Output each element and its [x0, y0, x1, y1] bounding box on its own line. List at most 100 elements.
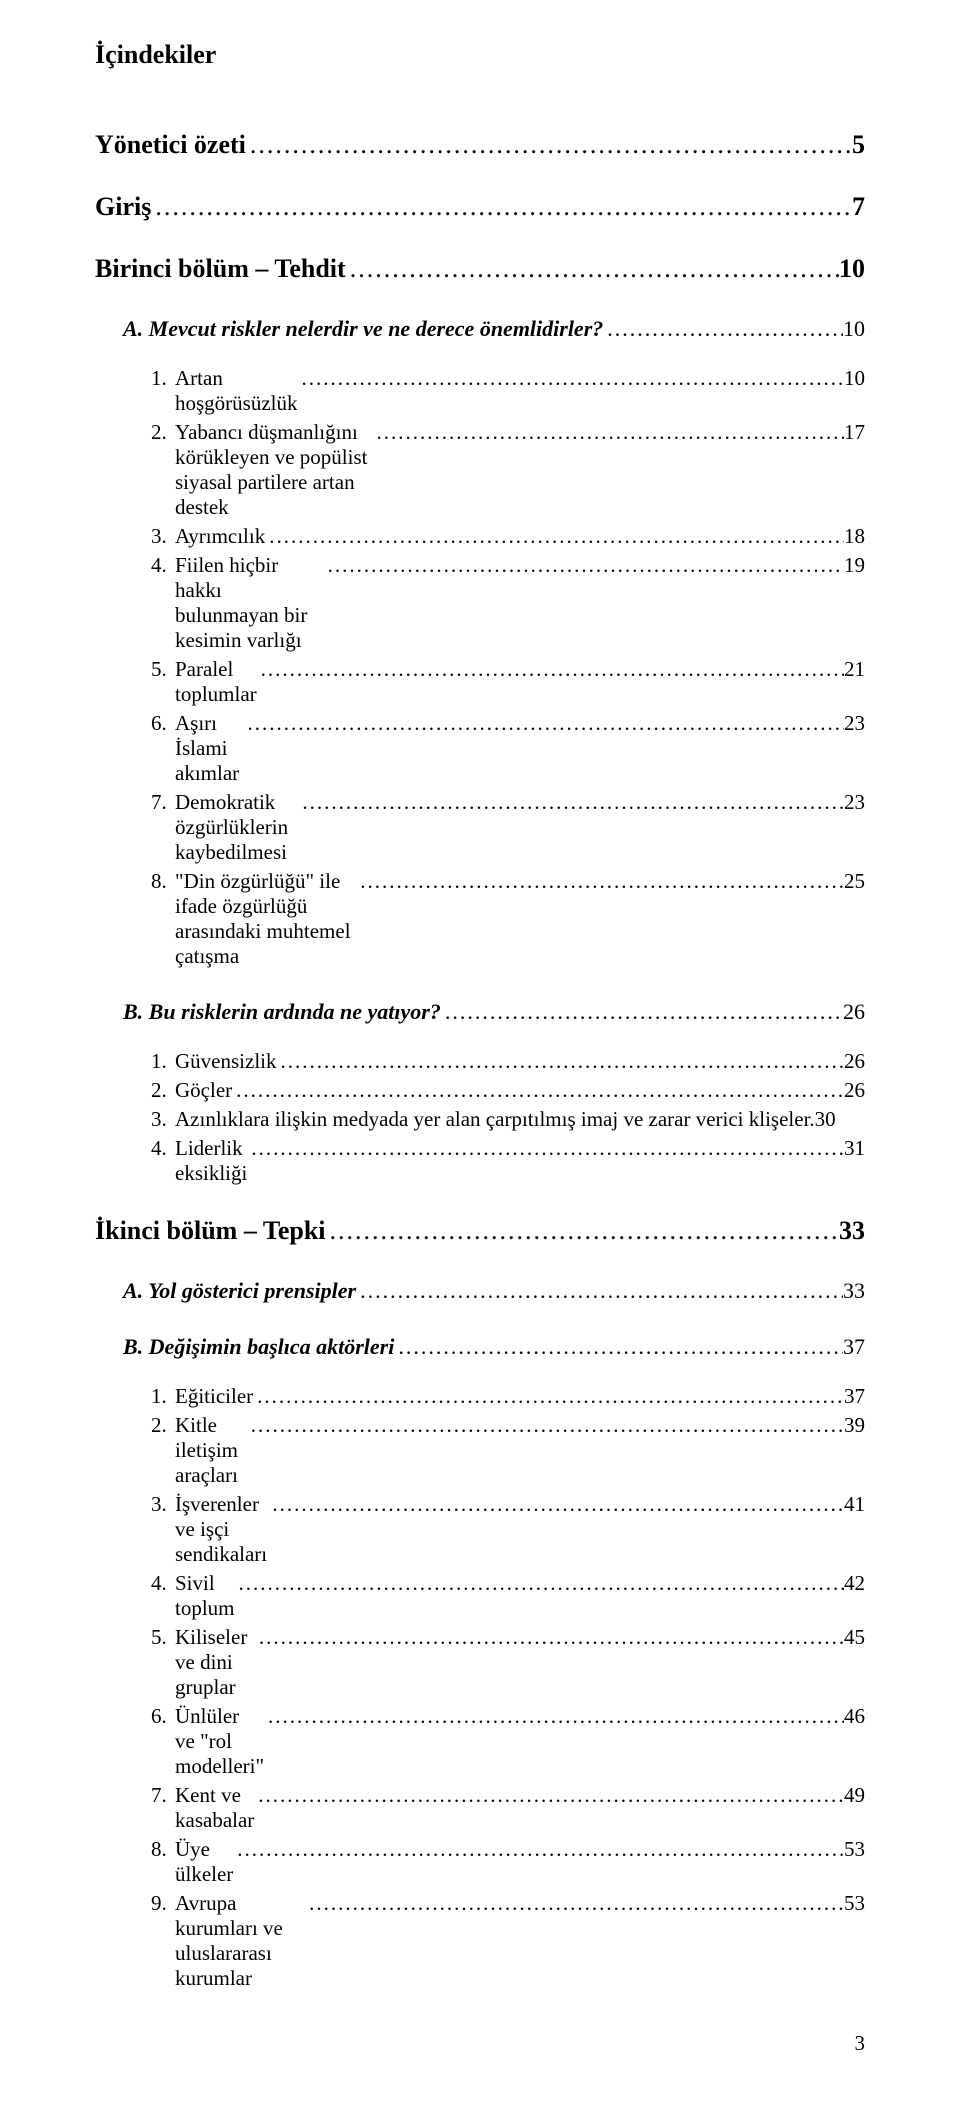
toc-label: Azınlıklara ilişkin medyada yer alan çar…	[175, 1107, 815, 1132]
toc-entry-h2: A. Mevcut riskler nelerdir ve ne derece …	[95, 316, 865, 342]
toc-label: Eğiticiler	[175, 1384, 253, 1409]
toc-item-number: 1.	[151, 1049, 175, 1074]
toc-item-number: 8.	[151, 869, 175, 894]
toc-label: Kent ve kasabalar	[175, 1783, 254, 1833]
toc-item-number: 5.	[151, 657, 175, 682]
toc-page: 53	[844, 1837, 865, 1862]
toc-leader	[232, 1078, 844, 1103]
toc-entry-h1: Birinci bölüm – Tehdit10	[95, 254, 865, 284]
toc-entry-h3: 1. Artan hoşgörüsüzlük 10	[95, 366, 865, 416]
toc-label: Güvensizlik	[175, 1049, 276, 1074]
toc-leader	[394, 1334, 843, 1360]
toc-item-number: 4.	[151, 1136, 175, 1161]
toc-page: 39	[844, 1413, 865, 1438]
toc-entry-h3: 3. Azınlıklara ilişkin medyada yer alan …	[95, 1107, 865, 1132]
toc-leader	[253, 1384, 844, 1409]
toc-label: Birinci bölüm – Tehdit	[95, 254, 346, 284]
toc-entry-h3: 6. Ünlüler ve "rol modelleri" 46	[95, 1704, 865, 1779]
toc-page: 18	[844, 524, 865, 549]
toc-item-number: 3.	[151, 1492, 175, 1517]
toc-label: B. Bu risklerin ardında ne yatıyor?	[123, 999, 441, 1025]
toc-entry-h3: 3. İşverenler ve işçi sendikaları41	[95, 1492, 865, 1567]
toc-entry-h3: 7. Kent ve kasabalar49	[95, 1783, 865, 1833]
toc-item-number: 1.	[151, 366, 175, 391]
table-of-contents: Yönetici özeti5Giriş7Birinci bölüm – Teh…	[95, 130, 865, 1991]
toc-label: Artan hoşgörüsüzlük	[175, 366, 297, 416]
toc-item-number: 9.	[151, 1891, 175, 1916]
toc-label: A. Mevcut riskler nelerdir ve ne derece …	[123, 316, 603, 342]
toc-page: 31	[844, 1136, 865, 1161]
toc-label: Ayrımcılık	[175, 524, 265, 549]
toc-entry-h3: 3. Ayrımcılık 18	[95, 524, 865, 549]
toc-entry-h2: A. Yol gösterici prensipler33	[95, 1278, 865, 1304]
toc-leader	[305, 1891, 844, 1916]
toc-item-number: 3.	[151, 524, 175, 549]
toc-label: Ünlüler ve "rol modelleri"	[175, 1704, 264, 1779]
toc-entry-h3: 2. Kitle iletişim araçları 39	[95, 1413, 865, 1488]
toc-entry-h3: 1. Eğiticiler37	[95, 1384, 865, 1409]
toc-leader	[441, 999, 843, 1025]
toc-item-number: 6.	[151, 1704, 175, 1729]
toc-label: Yabancı düşmanlığını körükleyen ve popül…	[175, 420, 373, 520]
toc-leader	[356, 869, 844, 894]
toc-page: 5	[852, 130, 865, 160]
toc-page: 30	[815, 1107, 836, 1132]
toc-label: Sivil toplum	[175, 1571, 235, 1621]
toc-leader	[257, 657, 844, 682]
toc-label: İşverenler ve işçi sendikaları	[175, 1492, 268, 1567]
toc-entry-h3: 6. Aşırı İslami akımlar23	[95, 711, 865, 786]
toc-label: Kiliseler ve dini gruplar	[175, 1625, 255, 1700]
toc-page: 46	[844, 1704, 865, 1729]
toc-page: 10	[844, 366, 865, 391]
toc-label: A. Yol gösterici prensipler	[123, 1278, 356, 1304]
toc-subgroup: 1. Artan hoşgörüsüzlük 10 2. Yabancı düşma…	[95, 366, 865, 969]
toc-leader	[268, 1492, 844, 1517]
toc-item-number: 5.	[151, 1625, 175, 1650]
toc-leader	[265, 524, 844, 549]
toc-page: 26	[843, 999, 865, 1025]
toc-item-number: 2.	[151, 420, 175, 445]
document-title: İçindekiler	[95, 40, 865, 70]
toc-item-number: 4.	[151, 1571, 175, 1596]
toc-entry-h3: 2. Yabancı düşmanlığını körükleyen ve po…	[95, 420, 865, 520]
toc-item-number: 3.	[151, 1107, 175, 1132]
toc-label: Fiilen hiçbir hakkı bulunmayan bir kesim…	[175, 553, 324, 653]
toc-label: B. Değişimin başlıca aktörleri	[123, 1334, 394, 1360]
toc-entry-h2: B. Bu risklerin ardında ne yatıyor? 26	[95, 999, 865, 1025]
toc-leader	[233, 1837, 844, 1862]
toc-page: 17	[844, 420, 865, 445]
toc-entry-h3: 7. Demokratik özgürlüklerin kaybedilmesi…	[95, 790, 865, 865]
toc-subgroup: 1. Eğiticiler372. Kitle iletişim araçlar…	[95, 1384, 865, 1991]
toc-leader	[151, 192, 852, 222]
toc-page: 23	[844, 790, 865, 815]
toc-label: Paralel toplumlar	[175, 657, 257, 707]
toc-entry-h3: 9. Avrupa kurumları ve uluslararası kuru…	[95, 1891, 865, 1991]
toc-entry-h1: İkinci bölüm – Tepki33	[95, 1216, 865, 1246]
toc-entry-h1: Giriş7	[95, 192, 865, 222]
toc-page: 37	[844, 1384, 865, 1409]
toc-page: 49	[844, 1783, 865, 1808]
toc-label: Kitle iletişim araçları	[175, 1413, 247, 1488]
toc-entry-h3: 8. "Din özgürlüğü" ile ifade özgürlüğü a…	[95, 869, 865, 969]
toc-leader	[346, 254, 839, 284]
toc-label: "Din özgürlüğü" ile ifade özgürlüğü aras…	[175, 869, 356, 969]
toc-page: 19	[844, 553, 865, 578]
toc-label: Üye ülkeler	[175, 1837, 233, 1887]
toc-leader	[297, 366, 844, 391]
toc-label: Demokratik özgürlüklerin kaybedilmesi	[175, 790, 298, 865]
toc-entry-h2: B. Değişimin başlıca aktörleri37	[95, 1334, 865, 1360]
toc-label: Liderlik eksikliği	[175, 1136, 247, 1186]
toc-leader	[254, 1783, 844, 1808]
toc-leader	[276, 1049, 844, 1074]
toc-item-number: 6.	[151, 711, 175, 736]
toc-leader	[603, 316, 843, 342]
toc-leader	[235, 1571, 845, 1596]
toc-item-number: 2.	[151, 1413, 175, 1438]
toc-label: İkinci bölüm – Tepki	[95, 1216, 326, 1246]
toc-page: 45	[844, 1625, 865, 1650]
toc-leader	[326, 1216, 840, 1246]
toc-item-number: 4.	[151, 553, 175, 578]
toc-page: 26	[844, 1049, 865, 1074]
toc-entry-h3: 4. Liderlik eksikliği 31	[95, 1136, 865, 1186]
toc-page: 53	[844, 1891, 865, 1916]
